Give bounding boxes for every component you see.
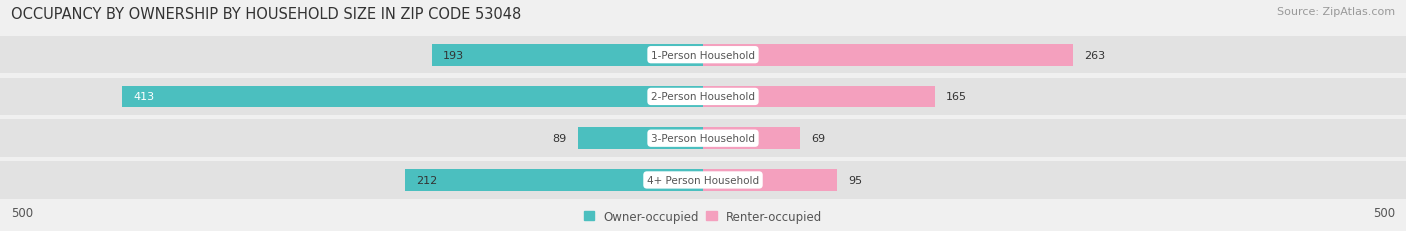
Text: 500: 500	[11, 206, 34, 219]
Text: 1-Person Household: 1-Person Household	[651, 50, 755, 61]
Text: 2-Person Household: 2-Person Household	[651, 92, 755, 102]
Text: 500: 500	[1372, 206, 1395, 219]
Bar	[703, 169, 837, 191]
Bar	[0, 37, 1406, 74]
Text: 3-Person Household: 3-Person Household	[651, 134, 755, 144]
Bar	[578, 128, 703, 149]
Text: 4+ Person Household: 4+ Person Household	[647, 175, 759, 185]
Text: 263: 263	[1084, 50, 1105, 61]
Bar	[703, 128, 800, 149]
Text: 165: 165	[946, 92, 967, 102]
Text: 212: 212	[416, 175, 437, 185]
Bar	[405, 169, 703, 191]
Text: Source: ZipAtlas.com: Source: ZipAtlas.com	[1277, 7, 1395, 17]
Bar	[0, 161, 1406, 199]
Text: OCCUPANCY BY OWNERSHIP BY HOUSEHOLD SIZE IN ZIP CODE 53048: OCCUPANCY BY OWNERSHIP BY HOUSEHOLD SIZE…	[11, 7, 522, 22]
Bar	[0, 78, 1406, 116]
Bar	[0, 120, 1406, 157]
Text: 193: 193	[443, 50, 464, 61]
Bar	[432, 45, 703, 66]
Bar	[703, 45, 1073, 66]
Text: 89: 89	[553, 134, 567, 144]
Legend: Owner-occupied, Renter-occupied: Owner-occupied, Renter-occupied	[583, 210, 823, 223]
Text: 69: 69	[811, 134, 825, 144]
Text: 413: 413	[134, 92, 155, 102]
Bar	[703, 86, 935, 108]
Bar	[122, 86, 703, 108]
Text: 95: 95	[848, 175, 862, 185]
